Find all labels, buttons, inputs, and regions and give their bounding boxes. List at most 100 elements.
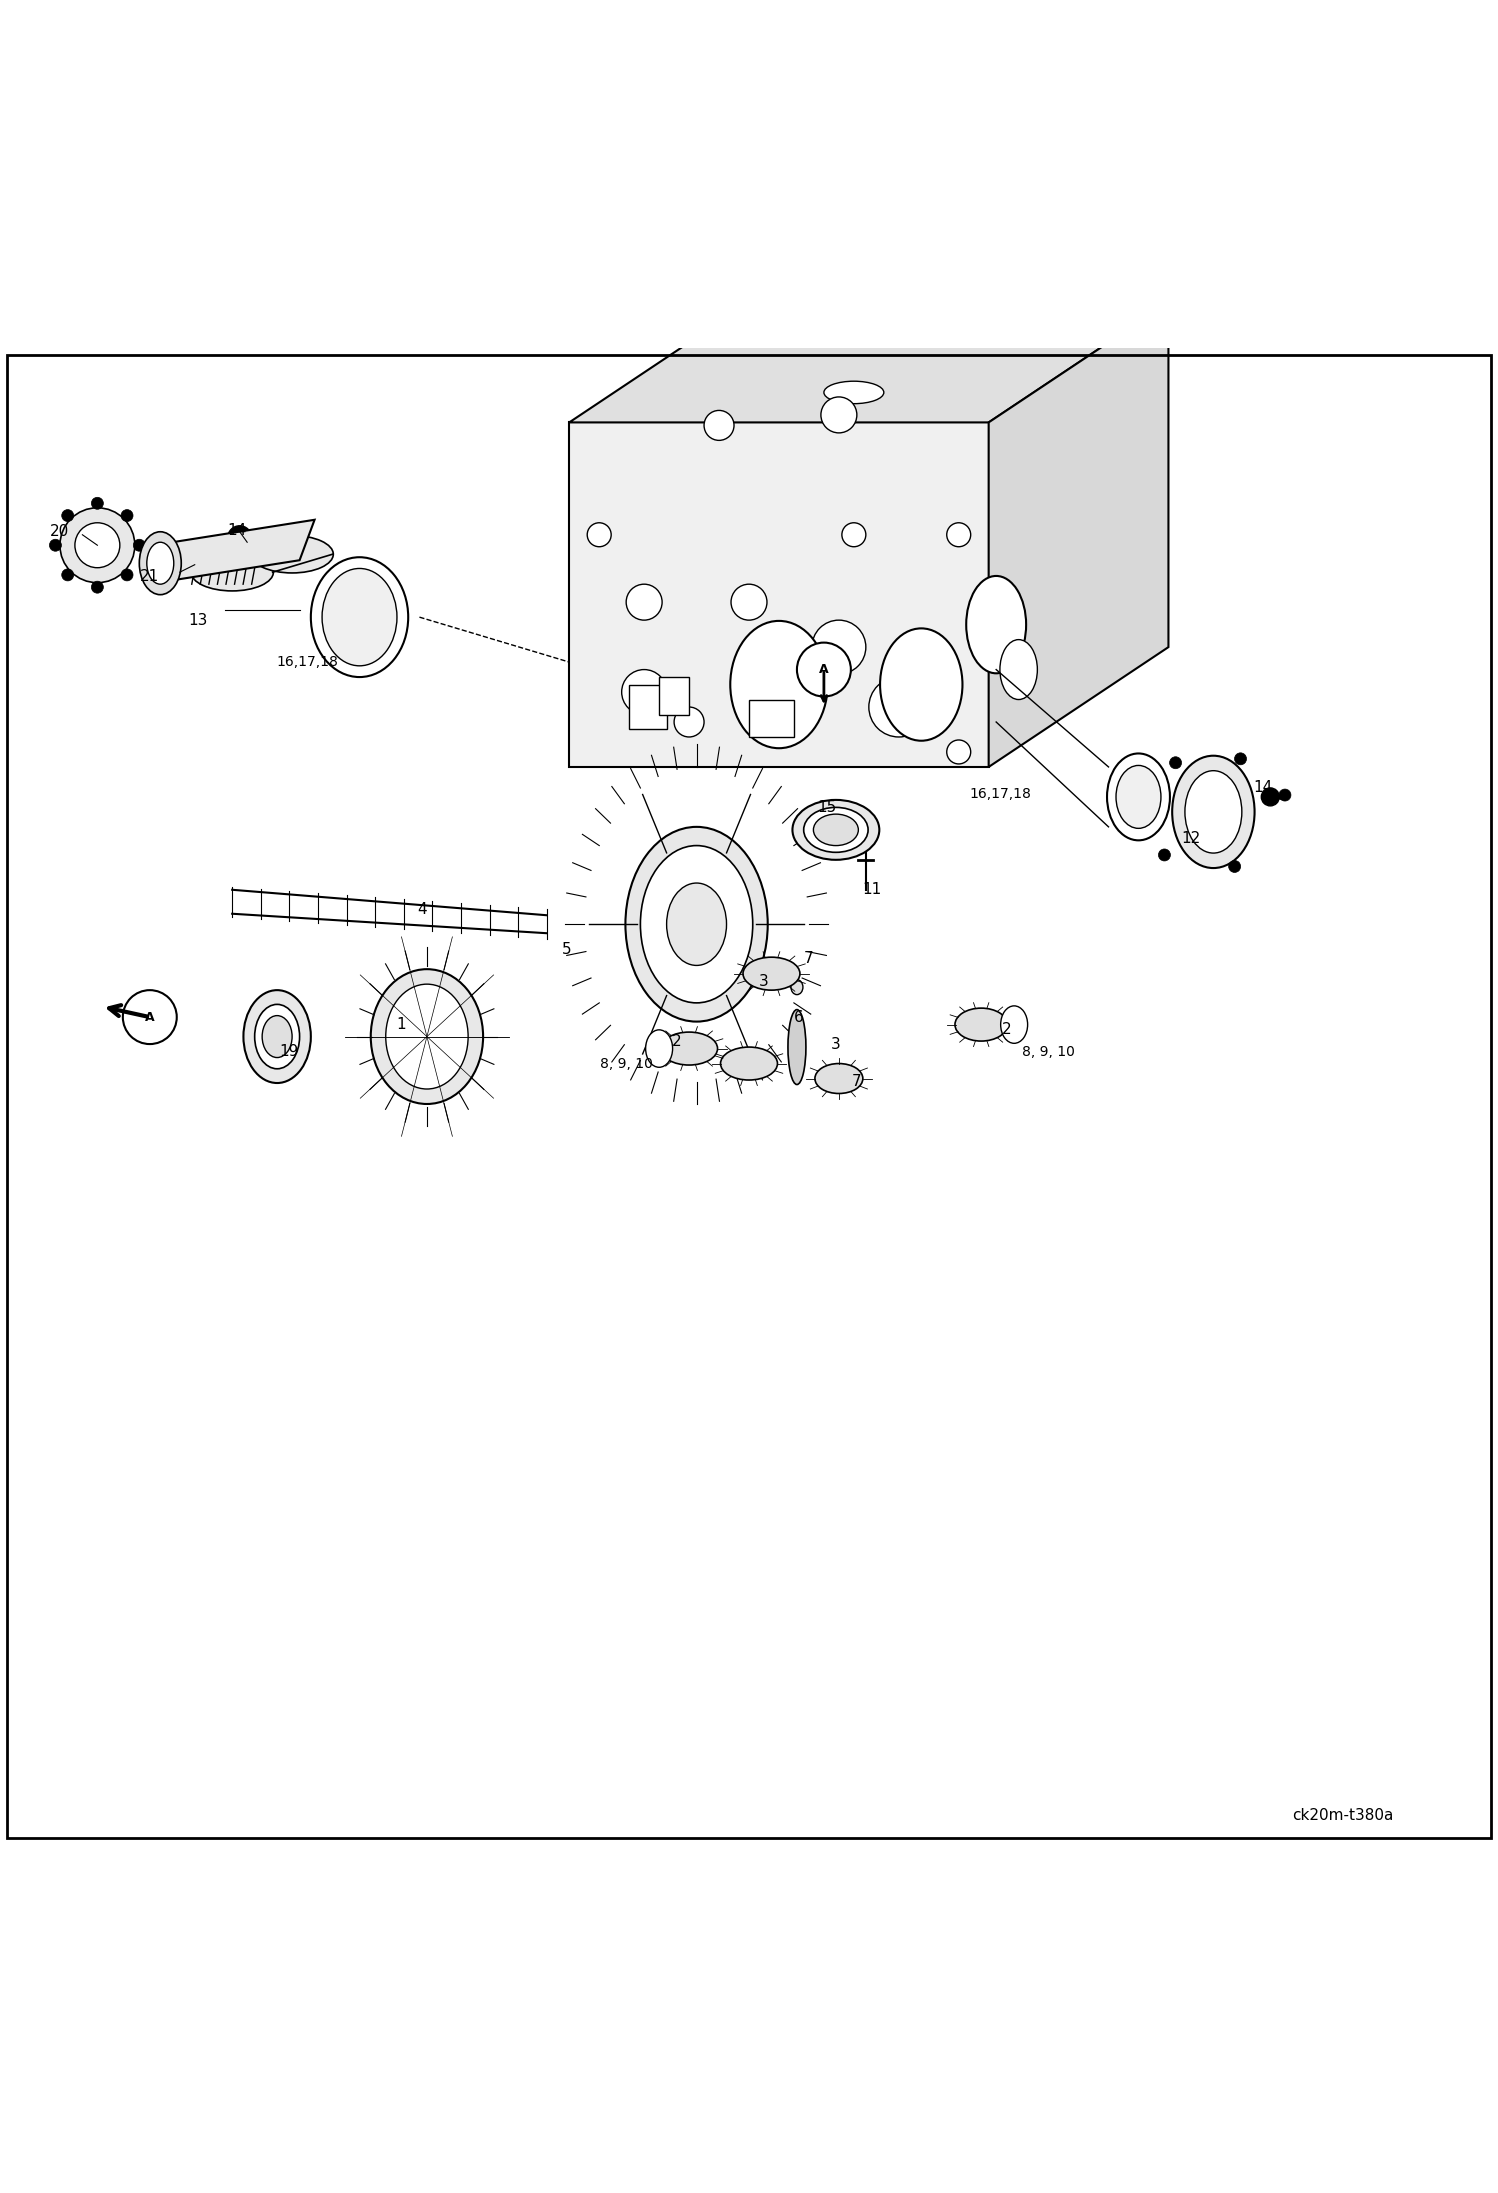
Ellipse shape xyxy=(312,557,407,678)
Circle shape xyxy=(121,509,133,522)
Circle shape xyxy=(812,621,866,673)
Ellipse shape xyxy=(262,1015,292,1057)
Ellipse shape xyxy=(1185,770,1242,853)
Ellipse shape xyxy=(1107,754,1170,840)
Text: 8, 9, 10: 8, 9, 10 xyxy=(599,1057,653,1070)
Circle shape xyxy=(1261,787,1279,805)
Circle shape xyxy=(674,706,704,737)
Circle shape xyxy=(60,509,135,583)
Text: 13: 13 xyxy=(189,612,207,627)
Text: 1: 1 xyxy=(397,1018,406,1033)
Circle shape xyxy=(91,581,103,592)
Circle shape xyxy=(91,498,103,509)
Ellipse shape xyxy=(721,1046,777,1079)
Bar xyxy=(629,684,667,730)
Ellipse shape xyxy=(370,969,482,1103)
Circle shape xyxy=(622,669,667,715)
Ellipse shape xyxy=(250,535,333,572)
Circle shape xyxy=(1228,860,1240,873)
Polygon shape xyxy=(569,423,989,768)
Circle shape xyxy=(821,397,857,432)
Ellipse shape xyxy=(385,985,467,1090)
Ellipse shape xyxy=(956,1009,1007,1042)
Ellipse shape xyxy=(243,991,312,1083)
Circle shape xyxy=(731,583,767,621)
Ellipse shape xyxy=(743,956,800,991)
Circle shape xyxy=(228,526,252,550)
Polygon shape xyxy=(157,520,315,583)
Bar xyxy=(749,700,794,737)
Circle shape xyxy=(1158,849,1170,862)
Text: 3: 3 xyxy=(759,974,768,989)
Text: 7: 7 xyxy=(852,1075,861,1090)
Text: 19: 19 xyxy=(280,1044,298,1059)
Text: 14: 14 xyxy=(1254,781,1272,796)
Circle shape xyxy=(771,669,816,715)
Circle shape xyxy=(49,539,61,550)
Text: 11: 11 xyxy=(863,882,881,897)
Text: 2: 2 xyxy=(1002,1022,1011,1037)
Text: 20: 20 xyxy=(51,524,69,539)
Ellipse shape xyxy=(731,621,827,748)
Text: 2: 2 xyxy=(673,1033,682,1048)
Circle shape xyxy=(123,991,177,1044)
Ellipse shape xyxy=(646,1031,673,1068)
Circle shape xyxy=(75,522,120,568)
Text: 14: 14 xyxy=(228,522,246,537)
Circle shape xyxy=(587,522,611,546)
Text: 4: 4 xyxy=(418,901,427,917)
Ellipse shape xyxy=(788,1009,806,1086)
Text: 6: 6 xyxy=(794,1009,803,1024)
Text: 15: 15 xyxy=(818,800,836,816)
Circle shape xyxy=(797,643,851,697)
Ellipse shape xyxy=(147,542,174,583)
Circle shape xyxy=(121,568,133,581)
Text: 16,17,18: 16,17,18 xyxy=(276,656,339,669)
Circle shape xyxy=(704,410,734,441)
Polygon shape xyxy=(569,303,1168,423)
Ellipse shape xyxy=(813,814,858,846)
Ellipse shape xyxy=(661,1033,718,1066)
Text: A: A xyxy=(819,662,828,675)
Ellipse shape xyxy=(626,827,767,1022)
Circle shape xyxy=(133,539,145,550)
Ellipse shape xyxy=(667,884,727,965)
Circle shape xyxy=(1234,752,1246,765)
Circle shape xyxy=(626,583,662,621)
Ellipse shape xyxy=(999,640,1037,700)
Text: ck20m-t380a: ck20m-t380a xyxy=(1291,1807,1393,1822)
Circle shape xyxy=(947,739,971,763)
Ellipse shape xyxy=(966,577,1026,673)
Text: A: A xyxy=(145,1011,154,1024)
Ellipse shape xyxy=(255,1004,300,1068)
Text: 16,17,18: 16,17,18 xyxy=(969,787,1032,800)
Ellipse shape xyxy=(791,980,803,996)
Circle shape xyxy=(61,568,73,581)
Ellipse shape xyxy=(792,800,879,860)
Ellipse shape xyxy=(641,846,752,1002)
Ellipse shape xyxy=(879,629,963,741)
Circle shape xyxy=(842,522,866,546)
Ellipse shape xyxy=(192,553,273,590)
Ellipse shape xyxy=(139,531,181,594)
Circle shape xyxy=(1170,757,1182,770)
Ellipse shape xyxy=(824,382,884,404)
Ellipse shape xyxy=(322,568,397,667)
Ellipse shape xyxy=(815,1064,863,1094)
Text: 12: 12 xyxy=(1182,831,1200,846)
Ellipse shape xyxy=(804,807,869,853)
Ellipse shape xyxy=(1116,765,1161,829)
Ellipse shape xyxy=(1173,757,1255,868)
Bar xyxy=(659,678,689,715)
Text: 3: 3 xyxy=(831,1037,840,1053)
Text: 8, 9, 10: 8, 9, 10 xyxy=(1022,1044,1076,1059)
Text: 7: 7 xyxy=(804,952,813,967)
Text: 5: 5 xyxy=(562,943,571,956)
Ellipse shape xyxy=(1001,1007,1028,1044)
Circle shape xyxy=(1134,798,1146,809)
Polygon shape xyxy=(989,303,1168,768)
Circle shape xyxy=(1279,789,1291,800)
Text: 21: 21 xyxy=(141,570,159,583)
Circle shape xyxy=(61,509,73,522)
Circle shape xyxy=(947,522,971,546)
